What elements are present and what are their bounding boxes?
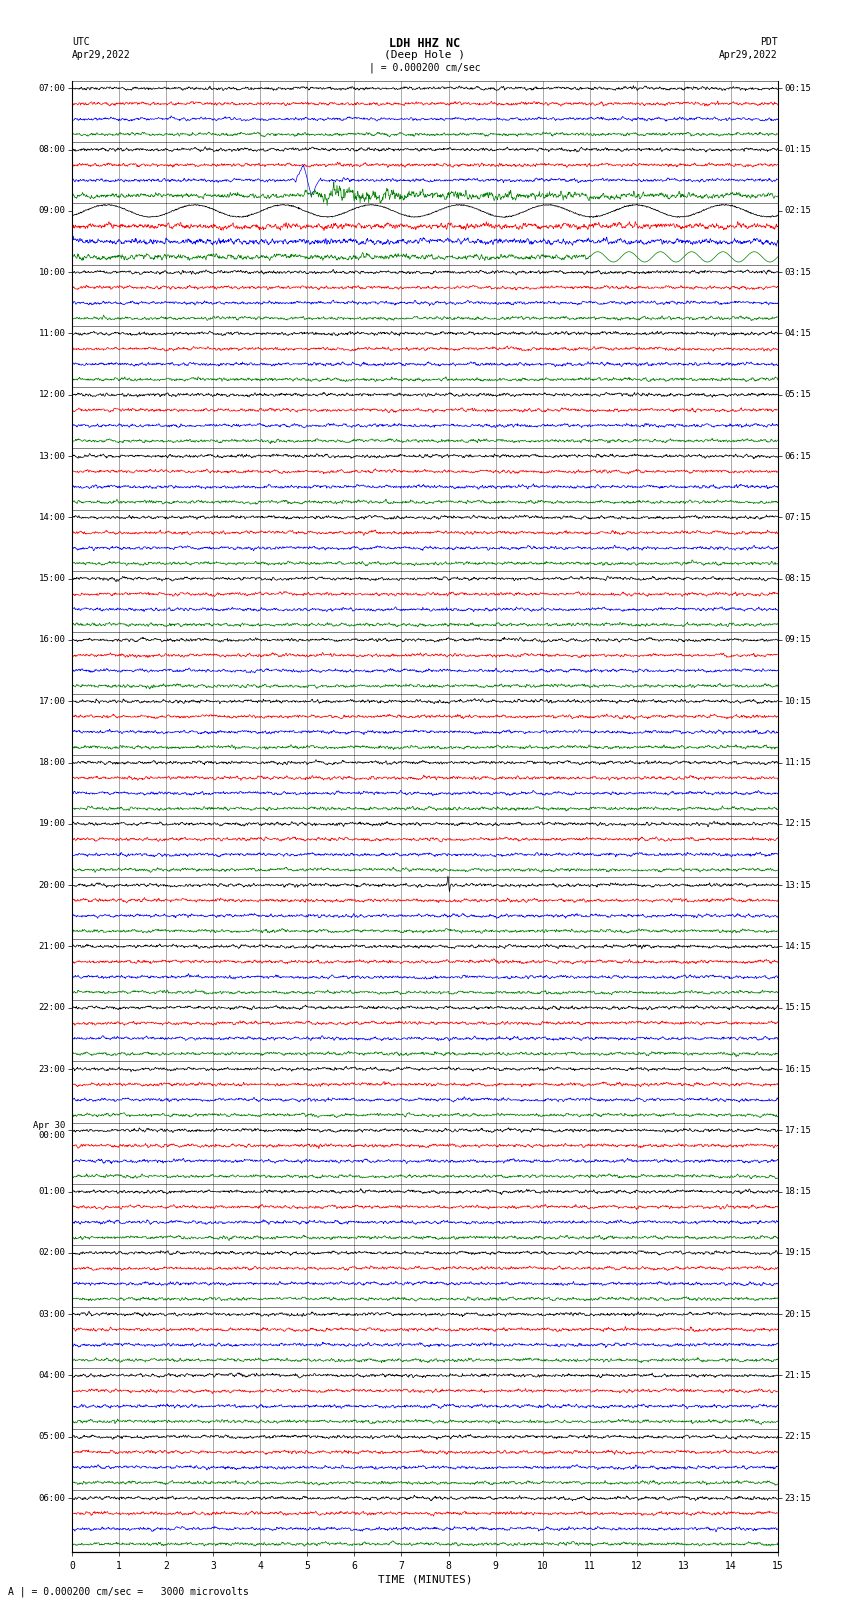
Text: | = 0.000200 cm/sec: | = 0.000200 cm/sec — [369, 63, 481, 74]
Text: PDT: PDT — [760, 37, 778, 47]
Text: Apr29,2022: Apr29,2022 — [719, 50, 778, 60]
X-axis label: TIME (MINUTES): TIME (MINUTES) — [377, 1574, 473, 1586]
Text: UTC: UTC — [72, 37, 90, 47]
Text: LDH HHZ NC: LDH HHZ NC — [389, 37, 461, 50]
Text: A | = 0.000200 cm/sec =   3000 microvolts: A | = 0.000200 cm/sec = 3000 microvolts — [8, 1586, 249, 1597]
Text: Apr29,2022: Apr29,2022 — [72, 50, 131, 60]
Text: (Deep Hole ): (Deep Hole ) — [384, 50, 466, 60]
